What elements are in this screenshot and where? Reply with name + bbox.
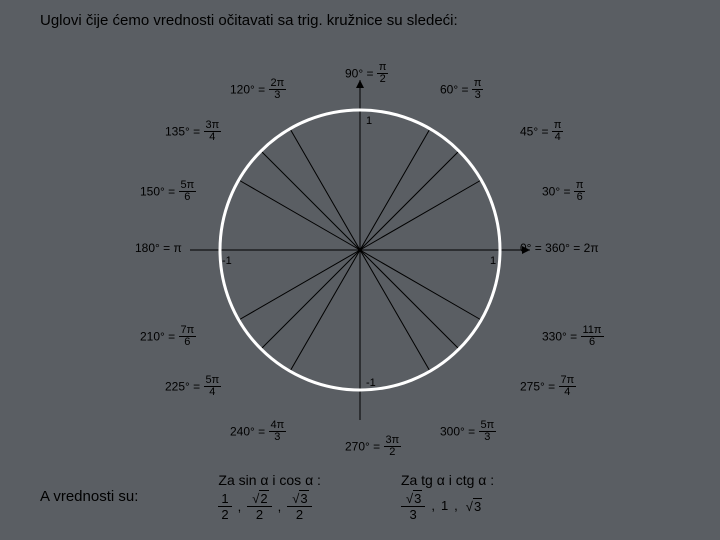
footer-row: A vrednosti su: Za sin α i cos α : 12 , … [40, 472, 494, 523]
tg-ctg-block: Za tg α i ctg α : √33 , 1 , √3 [401, 472, 494, 522]
svg-text:-1: -1 [222, 255, 232, 267]
angle-label-300: 300° = 5π3 [440, 420, 496, 443]
svg-text:1: 1 [490, 255, 496, 267]
angle-label-330: 330° = 11π6 [542, 325, 604, 348]
angle-label-150: 150° = 5π6 [140, 180, 196, 203]
tg-ctg-values: √33 , 1 , √3 [401, 490, 482, 522]
sin-cos-label: Za sin α i cos α : [218, 472, 321, 488]
angle-label-270: 270° = 3π2 [345, 435, 401, 458]
angle-label-45: 45° = π4 [520, 120, 563, 143]
sin-cos-values: 12 , √22 , √32 [218, 490, 311, 522]
angle-label-180: 180° = π [135, 242, 182, 254]
svg-text:-1: -1 [366, 377, 376, 389]
angle-label-225: 225° = 5π4 [165, 375, 221, 398]
angle-label-240: 240° = 4π3 [230, 420, 286, 443]
angle-label-120: 120° = 2π3 [230, 78, 286, 101]
tg-ctg-label: Za tg α i ctg α : [401, 472, 494, 488]
angle-label-315: 275° = 7π4 [520, 375, 576, 398]
angle-label-210: 210° = 7π6 [140, 325, 196, 348]
values-label: A vrednosti su: [40, 488, 138, 505]
angle-label-60: 60° = π3 [440, 78, 483, 101]
svg-text:1: 1 [366, 115, 372, 127]
angle-label-30: 30° = π6 [542, 180, 585, 203]
page-title: Uglovi čije ćemo vrednosti očitavati sa … [40, 12, 458, 29]
unit-circle-diagram: 1-11-1 0° = 360° = 2π30° = π645° = π460°… [150, 50, 570, 450]
angle-label-135: 135° = 3π4 [165, 120, 221, 143]
sin-cos-block: Za sin α i cos α : 12 , √22 , √32 [218, 472, 321, 523]
angle-label-0: 0° = 360° = 2π [520, 242, 599, 254]
angle-label-90: 90° = π2 [345, 62, 388, 85]
